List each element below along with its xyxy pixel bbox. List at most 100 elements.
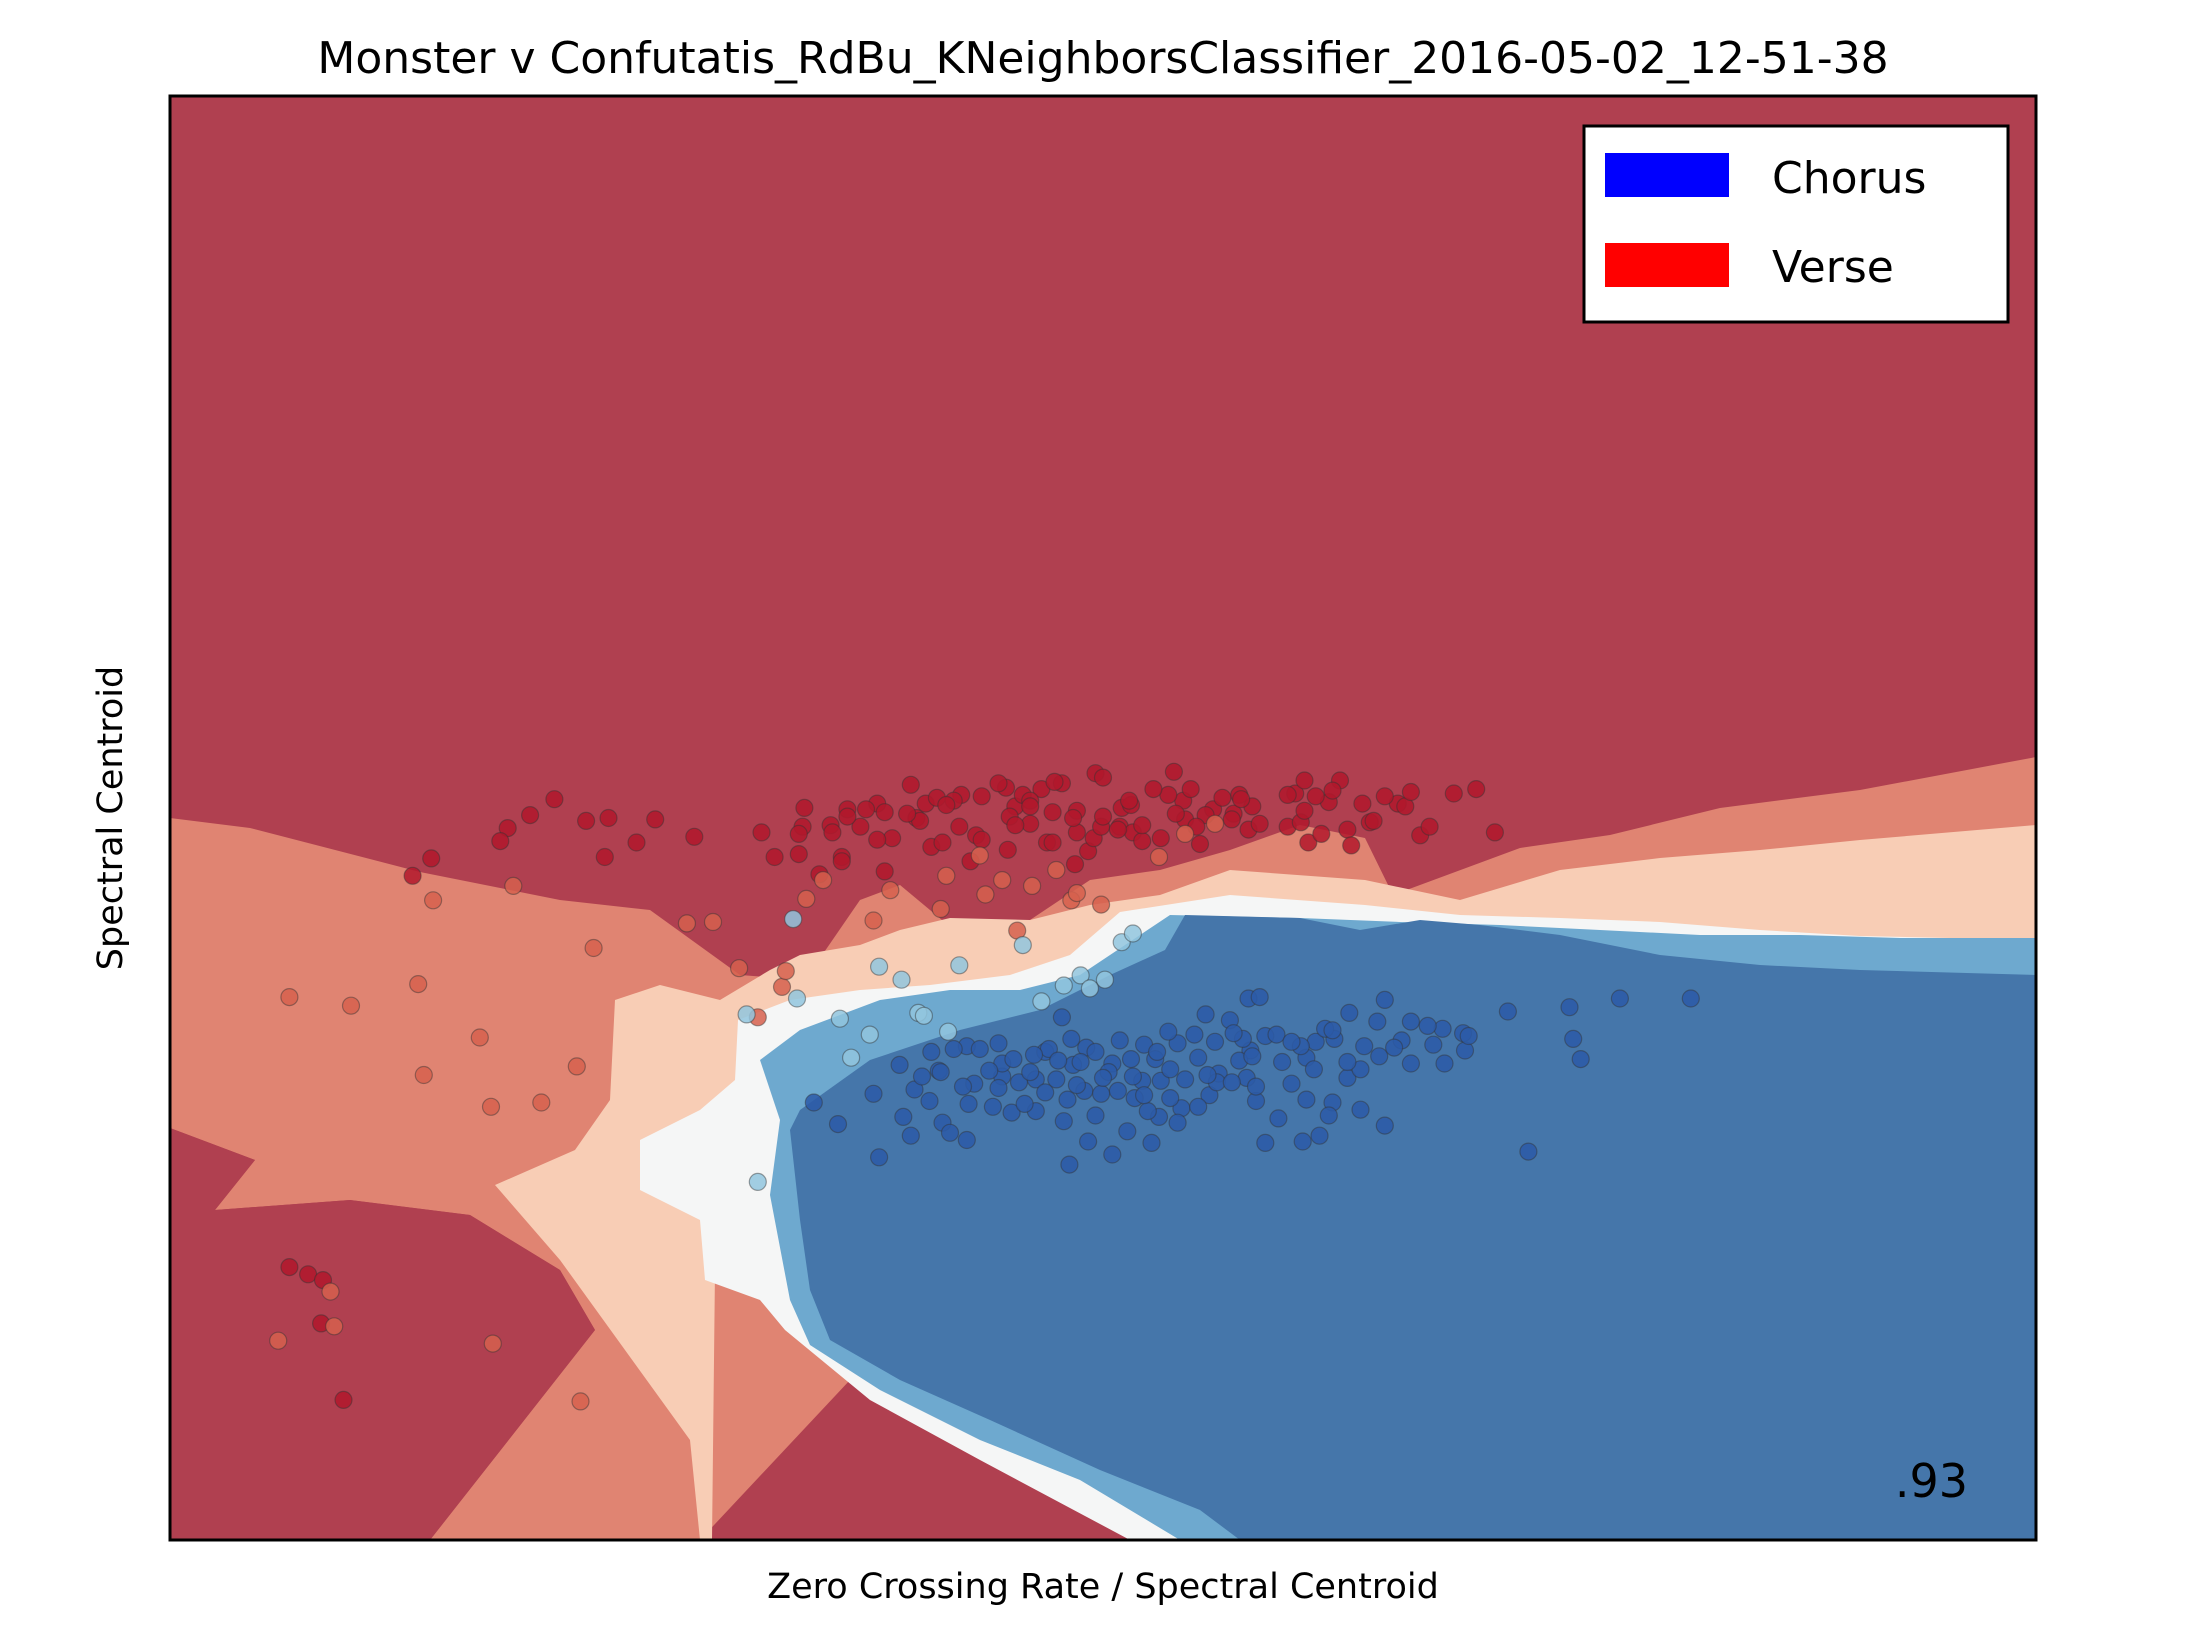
point-verse-117	[868, 830, 887, 849]
point-chorus-105	[1222, 1073, 1241, 1092]
point-chorus-23	[1189, 1048, 1208, 1067]
point-verse-90	[972, 830, 991, 849]
point-chorus-90	[959, 1094, 978, 1114]
point-verse-light-11	[567, 1057, 586, 1076]
point-chorus-109	[1091, 1084, 1111, 1103]
point-chorus-79	[1189, 1097, 1208, 1116]
point-chorus-light-20	[1032, 992, 1051, 1011]
point-verse-light-7	[470, 1028, 489, 1047]
chart-title: Monster v Confutatis_RdBu_KNeighborsClas…	[317, 33, 1888, 84]
point-chorus-142	[980, 1061, 999, 1080]
point-chorus-1	[864, 1084, 883, 1103]
point-chorus-148	[944, 1039, 963, 1059]
point-verse-light-15	[881, 881, 900, 900]
point-verse-101	[989, 774, 1008, 793]
point-verse-114	[795, 798, 814, 818]
point-chorus-135	[1147, 1042, 1167, 1062]
plot-frame	[168, 94, 2038, 1542]
point-chorus-98	[1047, 1070, 1066, 1089]
point-verse-light-2	[280, 987, 299, 1007]
point-chorus-12	[1052, 1008, 1072, 1027]
point-verse-53	[1043, 803, 1062, 822]
point-verse-123	[1164, 762, 1184, 781]
point-chorus-139	[1049, 1051, 1068, 1070]
point-verse-light-12	[772, 977, 792, 997]
point-chorus-15	[1009, 1073, 1029, 1092]
point-verse-69	[576, 811, 596, 831]
point-verse-light-18	[1022, 876, 1042, 896]
point-verse-116	[823, 823, 842, 842]
point-chorus-59	[1256, 1133, 1275, 1153]
point-verse-40	[1420, 817, 1439, 836]
point-verse-light-34	[269, 1331, 288, 1350]
point-chorus-66	[1498, 1002, 1518, 1021]
point-chorus-light-18	[1123, 924, 1143, 943]
point-verse-85	[1213, 788, 1232, 807]
point-verse-light-37	[1067, 883, 1087, 903]
point-verse-110	[1108, 820, 1128, 839]
point-verse-light-5	[677, 914, 697, 933]
point-verse-124	[1323, 781, 1342, 800]
point-chorus-48	[1424, 1035, 1443, 1054]
point-chorus-28	[1118, 1122, 1137, 1141]
point-verse-71	[627, 833, 646, 852]
point-chorus-3	[828, 1114, 848, 1134]
point-chorus-103	[1175, 1070, 1195, 1089]
point-verse-73	[491, 831, 510, 851]
point-chorus-106	[1246, 1077, 1266, 1096]
point-verse-74	[422, 849, 441, 868]
point-verse-light-25	[703, 912, 723, 932]
point-chorus-80	[1168, 1113, 1187, 1132]
point-chorus-46	[1375, 990, 1394, 1010]
point-chorus-133	[1196, 1005, 1215, 1024]
point-chorus-147	[922, 1042, 941, 1062]
point-chorus-0	[804, 1093, 823, 1112]
point-verse-light-30	[1205, 814, 1225, 833]
point-verse-light-29	[1175, 824, 1195, 844]
point-chorus-55	[1351, 1060, 1370, 1079]
point-chorus-60	[1293, 1132, 1312, 1151]
point-verse-light-3	[409, 974, 428, 994]
point-verse-68	[545, 790, 564, 809]
point-verse-light-9	[414, 1065, 433, 1085]
point-verse-132	[1006, 816, 1025, 835]
point-verse-0	[765, 847, 784, 867]
point-verse-63	[789, 844, 808, 864]
point-verse-108	[1231, 790, 1251, 809]
point-chorus-72	[1681, 989, 1700, 1008]
point-verse-light-13	[776, 961, 795, 981]
y-axis-label: Spectral Centroid	[91, 666, 131, 970]
point-chorus-124	[1282, 1032, 1301, 1051]
point-chorus-116	[1086, 1042, 1105, 1062]
point-chorus-34	[1250, 987, 1269, 1007]
point-verse-131	[875, 803, 894, 822]
point-chorus-53	[1401, 1054, 1421, 1073]
point-verse-84	[1306, 787, 1325, 806]
point-chorus-83	[1142, 1133, 1161, 1153]
point-chorus-light-10	[860, 1025, 879, 1044]
point-verse-35	[1342, 836, 1361, 855]
point-chorus-137	[1093, 1068, 1113, 1088]
point-chorus-102	[1151, 1071, 1170, 1090]
point-verse-41	[1467, 779, 1486, 799]
point-verse-93	[1222, 810, 1241, 829]
point-chorus-117	[1110, 1031, 1129, 1050]
point-chorus-62	[1319, 1106, 1338, 1125]
point-verse-61	[856, 800, 876, 819]
point-verse-97	[1375, 787, 1394, 806]
point-chorus-19	[1108, 1081, 1128, 1101]
point-chorus-light-9	[1080, 979, 1100, 998]
point-chorus-30	[1058, 1090, 1077, 1109]
point-verse-94	[1312, 824, 1331, 844]
point-verse-91	[1043, 833, 1062, 852]
scatter-points	[269, 762, 1700, 1411]
point-chorus-143	[953, 1077, 973, 1096]
region-dark-red-lower-left	[170, 1128, 595, 1540]
point-chorus-light-6	[1054, 976, 1073, 995]
point-verse-24	[1151, 829, 1170, 848]
point-chorus-light-8	[1071, 966, 1090, 985]
point-chorus-8	[989, 1034, 1008, 1053]
point-verse-120	[1021, 797, 1040, 816]
point-chorus-141	[1004, 1049, 1023, 1069]
point-chorus-115	[1062, 1029, 1081, 1049]
